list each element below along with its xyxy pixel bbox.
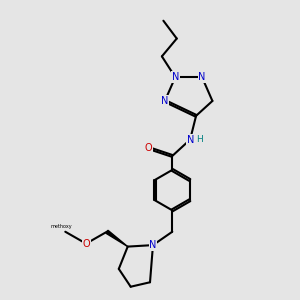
- Text: N: N: [161, 96, 169, 106]
- Text: N: N: [172, 72, 179, 82]
- Text: O: O: [145, 143, 152, 153]
- Text: N: N: [149, 240, 157, 250]
- Text: N: N: [187, 135, 194, 145]
- Text: N: N: [198, 72, 206, 82]
- Polygon shape: [106, 230, 128, 247]
- Text: O: O: [82, 238, 90, 249]
- Text: H: H: [196, 135, 203, 144]
- Text: methoxy: methoxy: [51, 224, 73, 229]
